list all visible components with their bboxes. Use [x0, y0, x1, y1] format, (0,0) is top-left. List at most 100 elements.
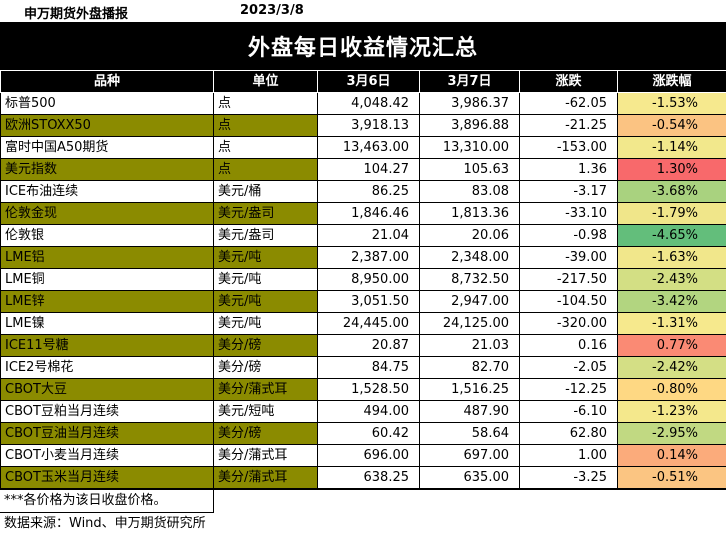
row-price-mar6: 86.25 — [318, 181, 420, 203]
row-variety: CBOT大豆 — [1, 379, 214, 401]
row-variety: CBOT玉米当月连续 — [1, 467, 214, 489]
row-change-pct: 0.14% — [618, 445, 726, 467]
report-date: 2023/3/8 — [240, 3, 304, 18]
row-change: -217.50 — [520, 269, 618, 291]
row-change: -6.10 — [520, 401, 618, 423]
row-unit: 美元/盎司 — [214, 225, 318, 247]
row-change: -320.00 — [520, 313, 618, 335]
row-unit: 美元/吨 — [214, 313, 318, 335]
table-header-row: 品种 单位 3月6日 3月7日 涨跌 涨跌幅 — [1, 71, 726, 93]
report-footer: ***各价格为该日收盘价格。 数据来源：Wind、申万期货研究所 — [0, 489, 726, 535]
row-variety: LME镍 — [1, 313, 214, 335]
row-price-mar6: 2,387.00 — [318, 247, 420, 269]
row-unit: 美元/吨 — [214, 247, 318, 269]
row-price-mar6: 20.87 — [318, 335, 420, 357]
row-change: -2.05 — [520, 357, 618, 379]
row-unit: 美分/磅 — [214, 423, 318, 445]
row-variety: 美元指数 — [1, 159, 214, 181]
row-price-mar7: 487.90 — [420, 401, 520, 423]
row-change-pct: -2.95% — [618, 423, 726, 445]
report-title: 外盘每日收益情况汇总 — [248, 30, 478, 62]
row-change-pct: -0.80% — [618, 379, 726, 401]
row-change: 1.36 — [520, 159, 618, 181]
row-change-pct: 0.77% — [618, 335, 726, 357]
row-price-mar7: 13,310.00 — [420, 137, 520, 159]
row-change-pct: -3.42% — [618, 291, 726, 313]
row-variety: 富时中国A50期货 — [1, 137, 214, 159]
price-note: ***各价格为该日收盘价格。 — [0, 490, 214, 513]
column-header-mar7: 3月7日 — [420, 71, 520, 93]
row-variety: ICE11号糖 — [1, 335, 214, 357]
row-variety: CBOT豆油当月连续 — [1, 423, 214, 445]
row-price-mar6: 8,950.00 — [318, 269, 420, 291]
row-unit: 美元/桶 — [214, 181, 318, 203]
row-variety: 伦敦金现 — [1, 203, 214, 225]
row-unit: 点 — [214, 137, 318, 159]
row-unit: 美元/吨 — [214, 269, 318, 291]
row-unit: 点 — [214, 115, 318, 137]
row-variety: 标普500 — [1, 93, 214, 115]
column-header-change: 涨跌 — [520, 71, 618, 93]
row-price-mar7: 83.08 — [420, 181, 520, 203]
column-header-change-pct: 涨跌幅 — [618, 71, 726, 93]
row-change: -39.00 — [520, 247, 618, 269]
row-price-mar7: 20.06 — [420, 225, 520, 247]
row-change: 0.16 — [520, 335, 618, 357]
row-price-mar6: 3,918.13 — [318, 115, 420, 137]
row-change: -12.25 — [520, 379, 618, 401]
row-unit: 美分/蒲式耳 — [214, 467, 318, 489]
row-change: -3.17 — [520, 181, 618, 203]
row-price-mar7: 24,125.00 — [420, 313, 520, 335]
row-unit: 点 — [214, 93, 318, 115]
row-variety: LME锌 — [1, 291, 214, 313]
row-price-mar7: 697.00 — [420, 445, 520, 467]
row-change: -21.25 — [520, 115, 618, 137]
row-unit: 美分/磅 — [214, 357, 318, 379]
row-change-pct: -0.51% — [618, 467, 726, 489]
row-price-mar6: 494.00 — [318, 401, 420, 423]
row-price-mar6: 104.27 — [318, 159, 420, 181]
row-change: 1.00 — [520, 445, 618, 467]
row-change: -153.00 — [520, 137, 618, 159]
column-header-mar6: 3月6日 — [318, 71, 420, 93]
row-price-mar6: 1,846.46 — [318, 203, 420, 225]
report-source: 申万期货外盘播报 — [24, 3, 128, 22]
row-variety: CBOT豆粕当月连续 — [1, 401, 214, 423]
row-price-mar7: 635.00 — [420, 467, 520, 489]
row-variety: CBOT小麦当月连续 — [1, 445, 214, 467]
row-price-mar7: 2,348.00 — [420, 247, 520, 269]
row-price-mar6: 84.75 — [318, 357, 420, 379]
row-price-mar6: 696.00 — [318, 445, 420, 467]
row-unit: 点 — [214, 159, 318, 181]
row-price-mar6: 21.04 — [318, 225, 420, 247]
row-variety: LME铜 — [1, 269, 214, 291]
row-unit: 美元/吨 — [214, 291, 318, 313]
data-source: 数据来源：Wind、申万期货研究所 — [0, 513, 726, 535]
row-price-mar6: 1,528.50 — [318, 379, 420, 401]
row-variety: ICE布油连续 — [1, 181, 214, 203]
row-change-pct: -1.14% — [618, 137, 726, 159]
row-change-pct: -2.43% — [618, 269, 726, 291]
report-title-banner: 外盘每日收益情况汇总 — [0, 22, 726, 70]
row-variety: 欧洲STOXX50 — [1, 115, 214, 137]
row-change-pct: -1.53% — [618, 93, 726, 115]
row-change: -0.98 — [520, 225, 618, 247]
row-variety: ICE2号棉花 — [1, 357, 214, 379]
column-header-variety: 品种 — [1, 71, 214, 93]
row-variety: LME铝 — [1, 247, 214, 269]
row-change-pct: -3.68% — [618, 181, 726, 203]
row-price-mar7: 105.63 — [420, 159, 520, 181]
